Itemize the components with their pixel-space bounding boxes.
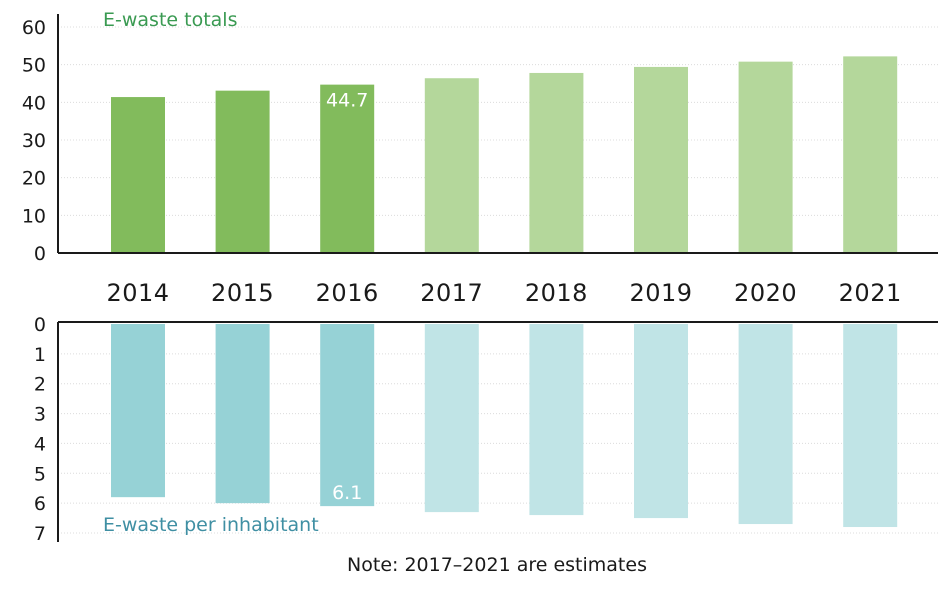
category-labels: 2014 2015 2016 2017 2018 2019 2020 2021 <box>106 279 901 307</box>
bar-total-2016 <box>320 84 375 253</box>
y-tick-label: 7 <box>34 523 46 545</box>
y-tick-label: 1 <box>34 344 46 366</box>
bottom-panel-title: E-waste per inhabitant <box>103 514 319 536</box>
top-panel-title: E-waste totals <box>103 9 237 31</box>
bar-total-2014 <box>111 97 165 253</box>
x-tick-label-2019: 2019 <box>629 279 692 307</box>
x-tick-label-2021: 2021 <box>839 279 902 307</box>
x-tick-label-2016: 2016 <box>316 279 379 307</box>
data-label-total-2016: 44.7 <box>326 90 368 112</box>
bar-per-inhabitant-2016 <box>320 324 375 507</box>
bar-per-inhabitant-2017 <box>424 324 479 513</box>
bar-total-2015 <box>215 90 270 253</box>
bar-total-2020 <box>738 61 793 253</box>
bar-per-inhabitant-2020 <box>738 324 793 525</box>
bottom-panel-y-ticks: 0 1 2 3 4 5 6 7 <box>34 314 46 545</box>
y-tick-label: 40 <box>22 92 46 114</box>
bar-total-2017 <box>424 78 479 253</box>
y-tick-label: 10 <box>22 205 46 227</box>
x-tick-label-2015: 2015 <box>211 279 274 307</box>
bar-per-inhabitant-2014 <box>111 324 165 498</box>
bar-total-2019 <box>634 66 688 253</box>
y-tick-label: 20 <box>22 168 46 190</box>
data-label-per-inhabitant-2016: 6.1 <box>332 482 362 504</box>
top-panel-bars <box>111 56 898 253</box>
y-tick-label: 50 <box>22 55 46 77</box>
y-tick-label: 0 <box>34 243 46 265</box>
data-labels: 44.7 6.1 <box>326 90 368 504</box>
y-tick-label: 0 <box>34 314 46 336</box>
bar-per-inhabitant-2018 <box>529 324 584 516</box>
note: Note: 2017–2021 are estimates <box>347 554 647 576</box>
y-tick-label: 3 <box>34 404 46 426</box>
x-tick-label-2014: 2014 <box>106 279 169 307</box>
bar-total-2021 <box>843 56 898 253</box>
bar-per-inhabitant-2021 <box>843 324 898 528</box>
x-tick-label-2018: 2018 <box>525 279 588 307</box>
x-tick-label-2017: 2017 <box>420 279 483 307</box>
bar-per-inhabitant-2019 <box>634 324 688 519</box>
bar-total-2018 <box>529 72 584 253</box>
top-panel-grid <box>58 26 938 216</box>
y-tick-label: 4 <box>34 433 46 455</box>
y-tick-label: 2 <box>34 374 46 396</box>
y-tick-label: 6 <box>34 493 46 515</box>
y-tick-label: 5 <box>34 463 46 485</box>
top-panel-y-ticks: 0 10 20 30 40 50 60 <box>22 17 46 265</box>
x-tick-label-2020: 2020 <box>734 279 797 307</box>
y-tick-label: 30 <box>22 130 46 152</box>
bottom-panel-bars <box>111 324 898 528</box>
bottom-panel-grid <box>58 353 938 534</box>
y-tick-label: 60 <box>22 17 46 39</box>
bar-per-inhabitant-2015 <box>215 324 270 504</box>
